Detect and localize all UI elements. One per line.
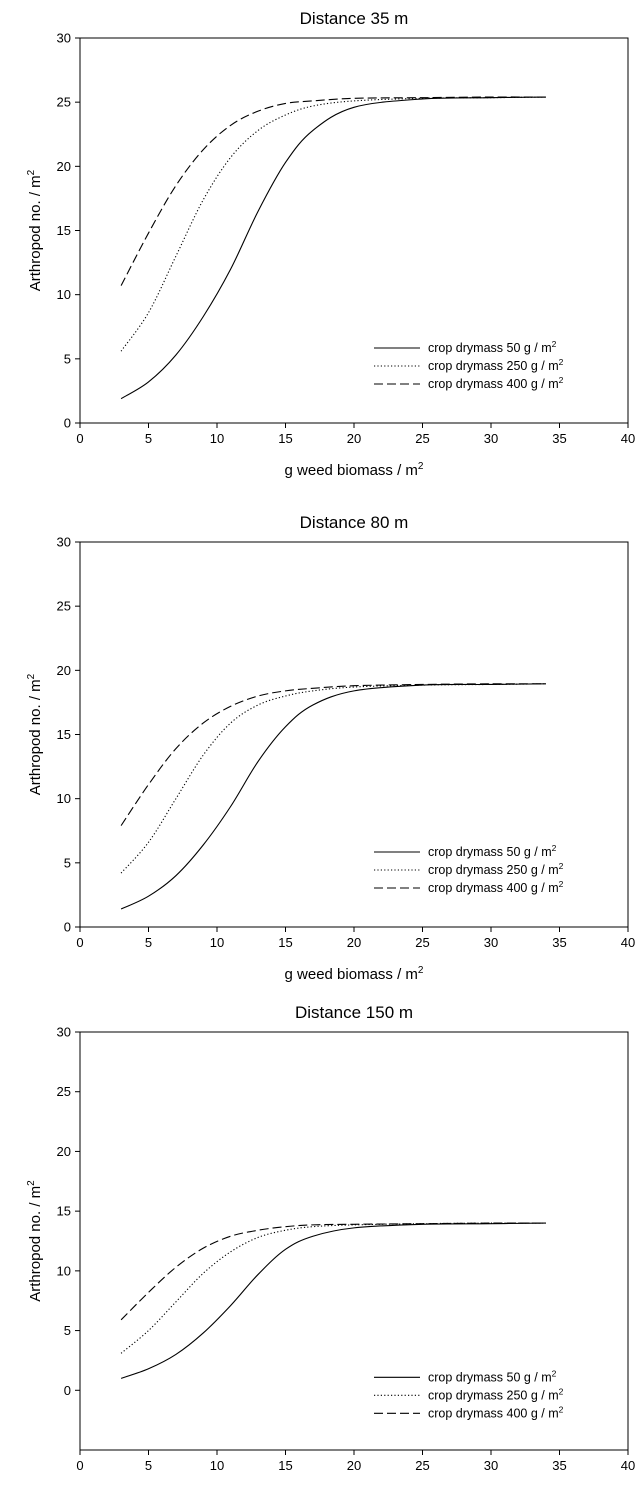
y-tick-label: 0: [64, 920, 71, 935]
chart-title: Distance 35 m: [300, 9, 409, 28]
y-tick-label: 15: [57, 727, 71, 742]
chart-panel-1: Distance 35 m 0 5 10 15 20 25 30 35 40 0 5 10 15 20 25 3…: [26, 9, 635, 479]
series-line-dashed: [120, 1222, 546, 1321]
y-axis-label: Arthropod no. / m2: [26, 1180, 44, 1302]
legend-label: crop drymass 250 g / m2: [428, 1386, 564, 1402]
x-tick-label: 0: [76, 935, 83, 950]
x-tick-label: 30: [484, 1458, 498, 1473]
legend: crop drymass 50 g / m2 crop drymass 250 g…: [374, 1368, 564, 1420]
chart-title: Distance 80 m: [300, 513, 409, 532]
x-tick-label: 5: [145, 1458, 152, 1473]
x-tick-label: 25: [415, 431, 429, 446]
series-line-solid: [120, 1222, 546, 1379]
y-tick-label: 20: [57, 159, 71, 174]
legend-label: crop drymass 50 g / m2: [428, 339, 557, 355]
series-line-dotted: [120, 1222, 546, 1354]
y-tick-label: 0: [64, 1383, 71, 1398]
y-axis-label: Arthropod no. / m2: [26, 673, 44, 795]
x-tick-label: 20: [347, 1458, 361, 1473]
x-tick-label: 5: [145, 935, 152, 950]
y-tick-label: 5: [64, 351, 71, 366]
x-tick-label: 40: [621, 935, 635, 950]
chart-panel-2: Distance 80 m 0 5 10 15 20 25 30 35 40 0 5 10 15 20 25 3…: [26, 513, 635, 983]
x-tick-label: 30: [484, 431, 498, 446]
y-tick-label: 5: [64, 1323, 71, 1338]
x-tick-label: 40: [621, 431, 635, 446]
chart-title: Distance 150 m: [295, 1003, 413, 1022]
y-tick-label: 25: [57, 1084, 71, 1099]
legend: crop drymass 50 g / m2 crop drymass 250 g…: [374, 339, 564, 391]
y-tick-label: 15: [57, 1204, 71, 1219]
legend-label: crop drymass 50 g / m2: [428, 1368, 557, 1384]
x-tick-label: 10: [210, 1458, 224, 1473]
y-tick-label: 20: [57, 663, 71, 678]
x-tick-label: 40: [621, 1458, 635, 1473]
x-axis-label: g weed biomass / m2: [285, 965, 424, 983]
legend-label: crop drymass 250 g / m2: [428, 357, 564, 373]
x-tick-label: 25: [415, 935, 429, 950]
legend: crop drymass 50 g / m2 crop drymass 250 g…: [374, 843, 564, 895]
y-tick-label: 5: [64, 855, 71, 870]
x-tick-label: 15: [278, 935, 292, 950]
y-tick-label: 0: [64, 416, 71, 431]
y-tick-label: 10: [57, 791, 71, 806]
y-tick-label: 25: [57, 599, 71, 614]
chart-panel-3: Distance 150 m 0 5 10 15 20 25 30 35 40 0 5 10 15 20 25…: [26, 1003, 635, 1490]
legend-label: crop drymass 400 g / m2: [428, 1404, 564, 1420]
x-tick-label: 10: [210, 431, 224, 446]
series-line-dotted: [120, 96, 546, 352]
x-tick-label: 0: [76, 1458, 83, 1473]
y-tick-label: 30: [57, 31, 71, 46]
x-tick-label: 25: [415, 1458, 429, 1473]
legend-label: crop drymass 400 g / m2: [428, 879, 564, 895]
x-tick-label: 15: [278, 1458, 292, 1473]
y-tick-label: 20: [57, 1144, 71, 1159]
y-axis-label: Arthropod no. / m2: [26, 169, 44, 291]
x-tick-label: 35: [552, 431, 566, 446]
y-tick-label: 10: [57, 1263, 71, 1278]
x-tick-label: 10: [210, 935, 224, 950]
x-axis-label: g weed biomass / m2: [285, 461, 424, 479]
x-tick-label: 35: [552, 1458, 566, 1473]
y-tick-label: 25: [57, 95, 71, 110]
series-line-dashed: [120, 96, 546, 286]
x-tick-label: 30: [484, 935, 498, 950]
legend-label: crop drymass 400 g / m2: [428, 375, 564, 391]
y-tick-label: 30: [57, 1025, 71, 1040]
x-tick-label: 35: [552, 935, 566, 950]
x-tick-label: 15: [278, 431, 292, 446]
x-tick-label: 20: [347, 935, 361, 950]
x-tick-label: 5: [145, 431, 152, 446]
y-tick-label: 30: [57, 535, 71, 550]
y-tick-label: 15: [57, 223, 71, 238]
x-tick-label: 20: [347, 431, 361, 446]
series-line-dashed: [120, 683, 546, 826]
legend-label: crop drymass 50 g / m2: [428, 843, 557, 859]
x-tick-label: 0: [76, 431, 83, 446]
y-tick-label: 10: [57, 287, 71, 302]
legend-label: crop drymass 250 g / m2: [428, 861, 564, 877]
